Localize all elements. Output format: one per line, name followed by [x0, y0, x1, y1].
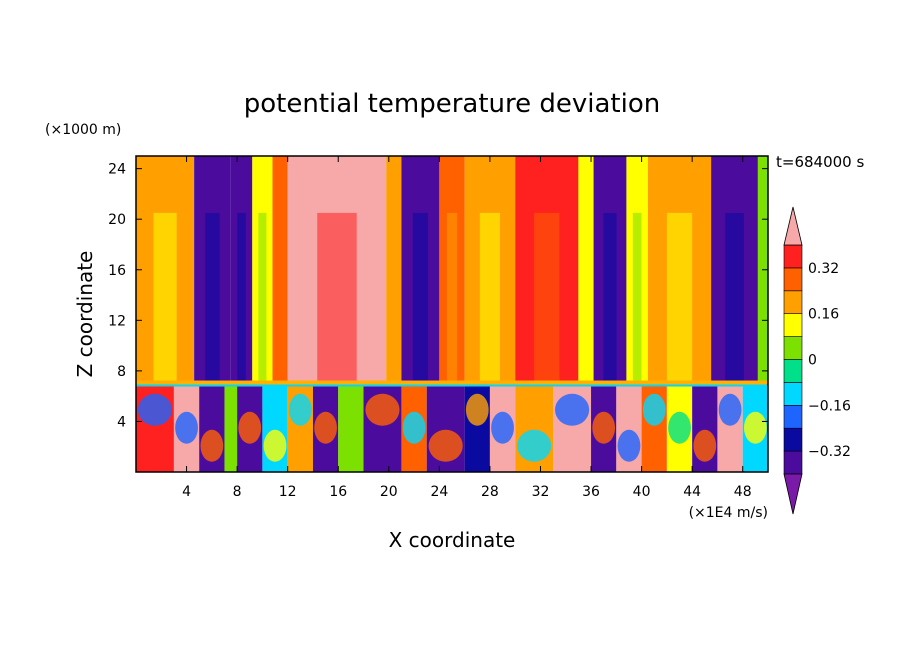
- y-tick-label-20: 20: [108, 212, 126, 228]
- lower-swirl-3: [225, 393, 237, 426]
- y-tick-label-4: 4: [117, 414, 126, 430]
- x-tick-label-16: 16: [329, 484, 347, 500]
- colorbar-label-4: −0.32: [808, 444, 851, 460]
- x-tick-label-24: 24: [430, 484, 448, 500]
- upper-column-inner-7: [412, 212, 428, 384]
- x-tick-label-40: 40: [633, 484, 651, 500]
- lower-swirl-11: [428, 429, 463, 462]
- x-tick-label-12: 12: [279, 484, 297, 500]
- upper-column-inner-14: [666, 212, 693, 384]
- time-label: t=684000 s: [776, 153, 864, 171]
- colorbar-segment-3: [783, 382, 803, 406]
- y-axis-label: Z coordinate: [73, 251, 97, 378]
- lower-swirl-5: [263, 429, 287, 462]
- upper-column-inner-9: [479, 212, 501, 384]
- lower-swirl-12: [465, 393, 489, 426]
- lower-swirl-17: [617, 429, 641, 462]
- lower-swirl-22: [743, 411, 767, 444]
- colorbar-top-arrow: [783, 206, 803, 246]
- colorbar-label-1: 0.16: [808, 307, 839, 323]
- lower-swirl-13: [491, 411, 514, 444]
- upper-column-inner-1: [205, 212, 220, 384]
- x-tick-label-4: 4: [182, 484, 191, 500]
- x-tick-label-36: 36: [582, 484, 600, 500]
- colorbar-segment-1: [783, 427, 803, 452]
- colorbar-segment-7: [783, 290, 803, 314]
- upper-column-inner-13: [632, 212, 642, 384]
- upper-column-11: [578, 156, 594, 384]
- x-tick-label-32: 32: [532, 484, 550, 500]
- x-unit-label: (×1E4 m/s): [689, 505, 768, 521]
- upper-column-inner-0: [153, 212, 177, 384]
- colorbar-segment-2: [783, 404, 803, 429]
- colorbar-segment-0: [783, 450, 803, 475]
- colorbar-label-0: 0.32: [808, 261, 839, 277]
- y-tick-label-24: 24: [108, 162, 126, 178]
- upper-column-inner-8: [446, 212, 458, 384]
- lower-swirl-2: [200, 429, 224, 462]
- lower-swirl-9: [365, 393, 400, 426]
- interface-band-lower: [136, 384, 768, 387]
- y-unit-label: (×1000 m): [45, 122, 121, 138]
- lower-swirl-21: [718, 393, 742, 426]
- colorbar-bottom-arrow: [783, 473, 803, 515]
- colorbar-segment-5: [783, 336, 803, 360]
- x-tick-label-20: 20: [380, 484, 398, 500]
- lower-swirl-18: [642, 393, 666, 426]
- lower-swirl-8: [339, 429, 363, 462]
- lower-swirl-15: [555, 393, 590, 426]
- interface-band: [136, 380, 768, 385]
- upper-column-inner-10: [534, 212, 560, 384]
- y-tick-label-8: 8: [117, 364, 126, 380]
- lower-swirl-16: [592, 411, 616, 444]
- lower-swirl-7: [314, 411, 337, 444]
- upper-column-inner-12: [603, 212, 617, 384]
- colorbar-label-2: 0: [808, 353, 817, 369]
- upper-column-inner-15: [725, 212, 744, 384]
- plot-area: [136, 156, 768, 472]
- x-tick-label-8: 8: [233, 484, 242, 500]
- upper-column-inner-5: [317, 212, 357, 384]
- colorbar-segment-8: [783, 267, 803, 292]
- lower-swirl-0: [137, 393, 173, 426]
- upper-column-inner-3: [258, 212, 267, 384]
- lower-swirl-6: [288, 393, 312, 426]
- plot-frame: [135, 155, 769, 473]
- lower-swirl-10: [402, 411, 426, 444]
- colorbar: 0.32 0.16 0 −0.16 −0.32: [783, 206, 851, 515]
- y-axis: 4 8 12 16 20 24: [108, 162, 768, 430]
- colorbar-segment-9: [783, 244, 803, 269]
- colorbar-segment-4: [783, 359, 803, 383]
- lower-swirl-20: [693, 429, 717, 462]
- upper-column-inner-2: [237, 212, 246, 384]
- x-axis: 4 8 12 16 20 24 28 32 36 40 44 48: [182, 156, 752, 500]
- y-tick-label-16: 16: [108, 263, 126, 279]
- y-tick-label-12: 12: [108, 313, 126, 329]
- colorbar-segment-6: [783, 313, 803, 337]
- lower-swirl-1: [175, 411, 198, 444]
- x-tick-label-48: 48: [734, 484, 752, 500]
- x-tick-label-44: 44: [683, 484, 701, 500]
- x-axis-label: X coordinate: [389, 528, 516, 552]
- x-tick-label-28: 28: [481, 484, 499, 500]
- colorbar-label-3: −0.16: [808, 398, 851, 414]
- upper-column-4: [272, 156, 288, 384]
- lower-swirl-14: [517, 429, 552, 462]
- lower-swirl-4: [238, 411, 262, 444]
- upper-column-6: [386, 156, 402, 384]
- lower-swirl-19: [668, 411, 691, 444]
- chart-title: potential temperature deviation: [244, 89, 660, 119]
